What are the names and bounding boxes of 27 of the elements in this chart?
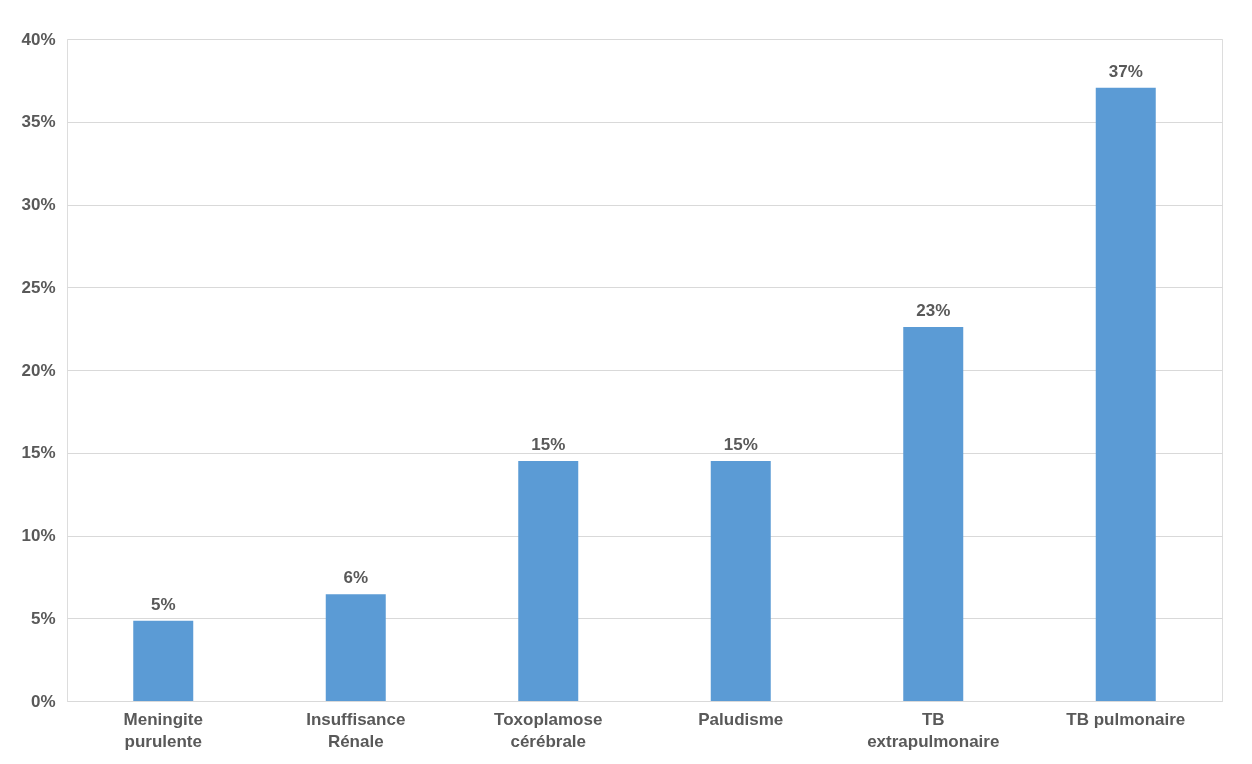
x-tick-label: Toxoplamose cérébrale: [494, 709, 603, 751]
data-label: 5%: [150, 594, 176, 614]
bar: [903, 326, 964, 701]
bar: [710, 461, 771, 701]
y-tick-label: 0%: [30, 691, 56, 711]
x-tick-label: TB pulmonaire: [1066, 709, 1186, 729]
bar: [325, 594, 386, 701]
x-tick-label: Insuffisance Rénale: [306, 709, 406, 751]
bar: [518, 461, 579, 701]
y-tick-label: 10%: [21, 526, 56, 545]
y-tick-label: 35%: [21, 112, 56, 132]
bar: [1095, 87, 1156, 701]
bar: [133, 620, 194, 701]
y-tick-label: 20%: [21, 360, 56, 380]
data-label: 15%: [723, 435, 758, 455]
y-tick-label: 40%: [21, 29, 56, 49]
data-label: 6%: [343, 568, 369, 588]
data-label: 15%: [531, 435, 566, 455]
data-label: 23%: [916, 300, 951, 320]
x-tick-label: TB extrapulmonaire: [867, 709, 1000, 751]
y-tick-label: 5%: [30, 608, 56, 628]
x-tick-label: Paludisme: [698, 709, 784, 729]
x-tick-label: Meningite purulente: [123, 709, 203, 751]
data-label: 37%: [1108, 61, 1143, 81]
y-tick-label: 15%: [21, 443, 56, 463]
y-tick-label: 30%: [21, 195, 56, 214]
y-tick-label: 25%: [21, 277, 56, 297]
